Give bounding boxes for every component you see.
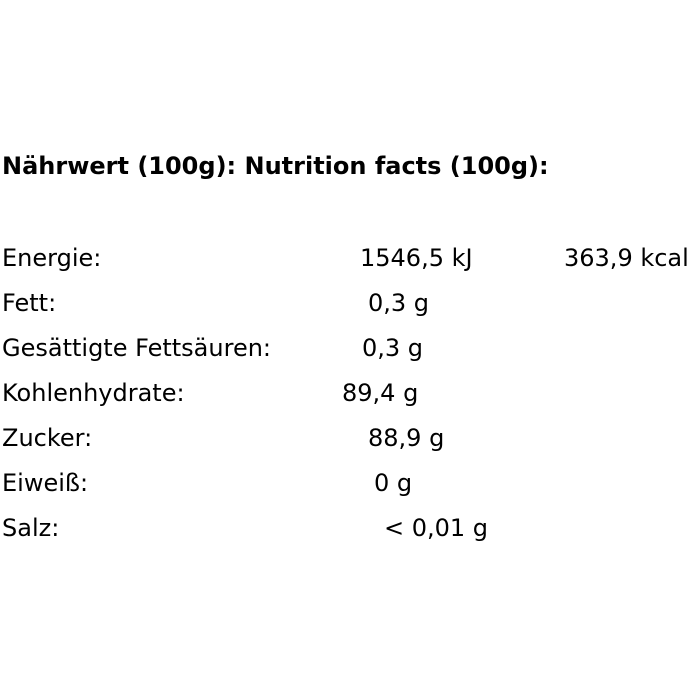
row-label: Energie: <box>2 244 102 272</box>
row-value: 89,4 g <box>342 379 419 407</box>
row-value: 1546,5 kJ <box>360 244 473 272</box>
row-label: Fett: <box>2 289 57 317</box>
row-label: Kohlenhydrate: <box>2 379 185 407</box>
row-value: 0 g <box>374 469 413 497</box>
title: Nährwert (100g): Nutrition facts (100g): <box>2 152 549 180</box>
row-label: Eiweiß: <box>2 469 89 497</box>
row-value: 363,9 kcal <box>564 244 689 272</box>
row-label: Zucker: <box>2 424 93 452</box>
row-value: 0,3 g <box>368 289 430 317</box>
row-value: < 0,01 g <box>384 514 489 542</box>
row-value: 0,3 g <box>362 334 424 362</box>
row-value: 88,9 g <box>368 424 445 452</box>
row-label: Gesättigte Fettsäuren: <box>2 334 272 362</box>
row-label: Salz: <box>2 514 60 542</box>
